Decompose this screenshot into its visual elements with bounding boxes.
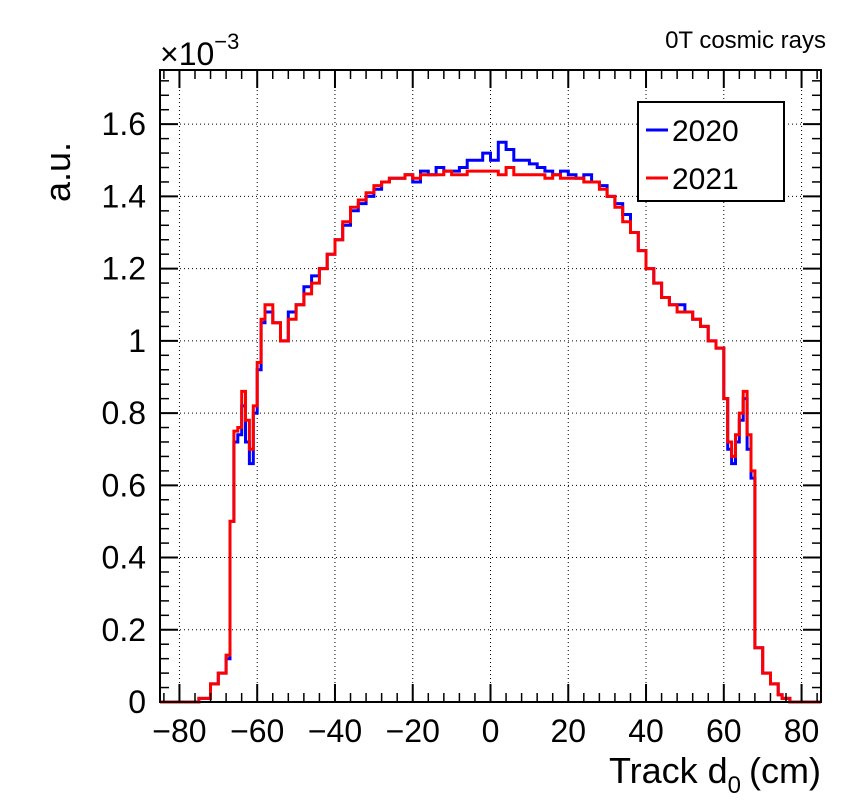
y-tick-labels: 0 0.2 0.4 0.6 0.8 1 1.2 1.4 1.6 xyxy=(102,106,146,720)
legend-label-2021: 2021 xyxy=(672,163,739,196)
y-scale-exponent: −3 xyxy=(214,29,239,54)
x-tick-label: 20 xyxy=(550,713,586,749)
y-scale-factor: ×10−3 xyxy=(160,29,239,72)
x-axis-title-subscript: 0 xyxy=(728,772,741,799)
y-tick-label: 0 xyxy=(128,684,146,720)
series-layer xyxy=(160,140,821,704)
x-tick-label: 40 xyxy=(628,713,664,749)
legend: 2020 2021 xyxy=(637,101,785,202)
x-tick-label: −40 xyxy=(308,713,362,749)
x-axis-title-main: Track d xyxy=(609,750,728,791)
chart-title: 0T cosmic rays xyxy=(665,27,826,54)
x-tick-label: −80 xyxy=(152,713,206,749)
y-tick-label: 0.8 xyxy=(102,395,146,431)
x-tick-label: −20 xyxy=(386,713,440,749)
x-tick-label: 60 xyxy=(706,713,742,749)
y-tick-label: 1.2 xyxy=(102,251,146,287)
x-tick-label: −60 xyxy=(230,713,284,749)
y-tick-label: 0.4 xyxy=(102,540,146,576)
series-line-2021 xyxy=(160,166,821,704)
tick-marks xyxy=(160,70,821,703)
y-tick-label: 1 xyxy=(128,323,146,359)
legend-box xyxy=(637,101,785,202)
x-axis-title: Track d0 (cm) xyxy=(609,750,821,799)
y-axis-title: a.u. xyxy=(37,142,78,202)
x-axis-title-unit: (cm) xyxy=(749,750,821,791)
legend-label-2020: 2020 xyxy=(672,115,739,148)
y-tick-label: 0.2 xyxy=(102,612,146,648)
y-tick-label: 1.4 xyxy=(102,178,146,214)
x-tick-label: 0 xyxy=(482,713,500,749)
x-tick-label: 80 xyxy=(784,713,820,749)
y-scale-label: ×10 xyxy=(160,36,214,72)
y-tick-label: 0.6 xyxy=(102,467,146,503)
y-tick-label: 1.6 xyxy=(102,106,146,142)
x-tick-labels: −80 −60 −40 −20 0 20 40 60 80 xyxy=(152,713,819,749)
